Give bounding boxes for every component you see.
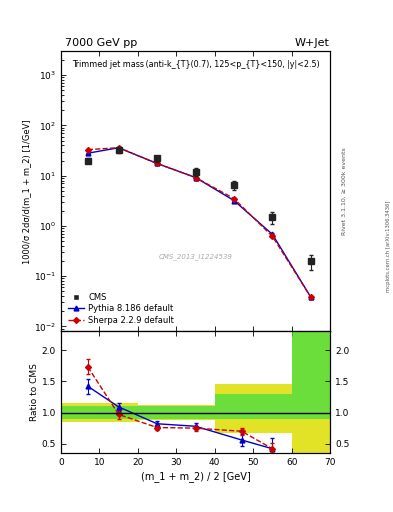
Text: CMS_2013_I1224539: CMS_2013_I1224539 — [158, 253, 233, 260]
Y-axis label: 1000/σ 2dσ/d(m_1 + m_2) [1/GeV]: 1000/σ 2dσ/d(m_1 + m_2) [1/GeV] — [22, 119, 31, 264]
Legend: CMS, Pythia 8.186 default, Sherpa 2.2.9 default: CMS, Pythia 8.186 default, Sherpa 2.2.9 … — [65, 290, 177, 327]
Text: mcplots.cern.ch [arXiv:1306.3436]: mcplots.cern.ch [arXiv:1306.3436] — [386, 200, 391, 291]
Text: Trimmed jet mass (anti-k_{T}(0.7), 125<p_{T}<150, |y|<2.5): Trimmed jet mass (anti-k_{T}(0.7), 125<p… — [72, 59, 320, 69]
Text: 7000 GeV pp: 7000 GeV pp — [65, 38, 137, 49]
Y-axis label: Ratio to CMS: Ratio to CMS — [30, 364, 39, 421]
Text: W+Jet: W+Jet — [294, 38, 329, 49]
X-axis label: (m_1 + m_2) / 2 [GeV]: (m_1 + m_2) / 2 [GeV] — [141, 471, 250, 482]
Y-axis label: Rivet 3.1.10, ≥ 300k events: Rivet 3.1.10, ≥ 300k events — [342, 147, 347, 235]
